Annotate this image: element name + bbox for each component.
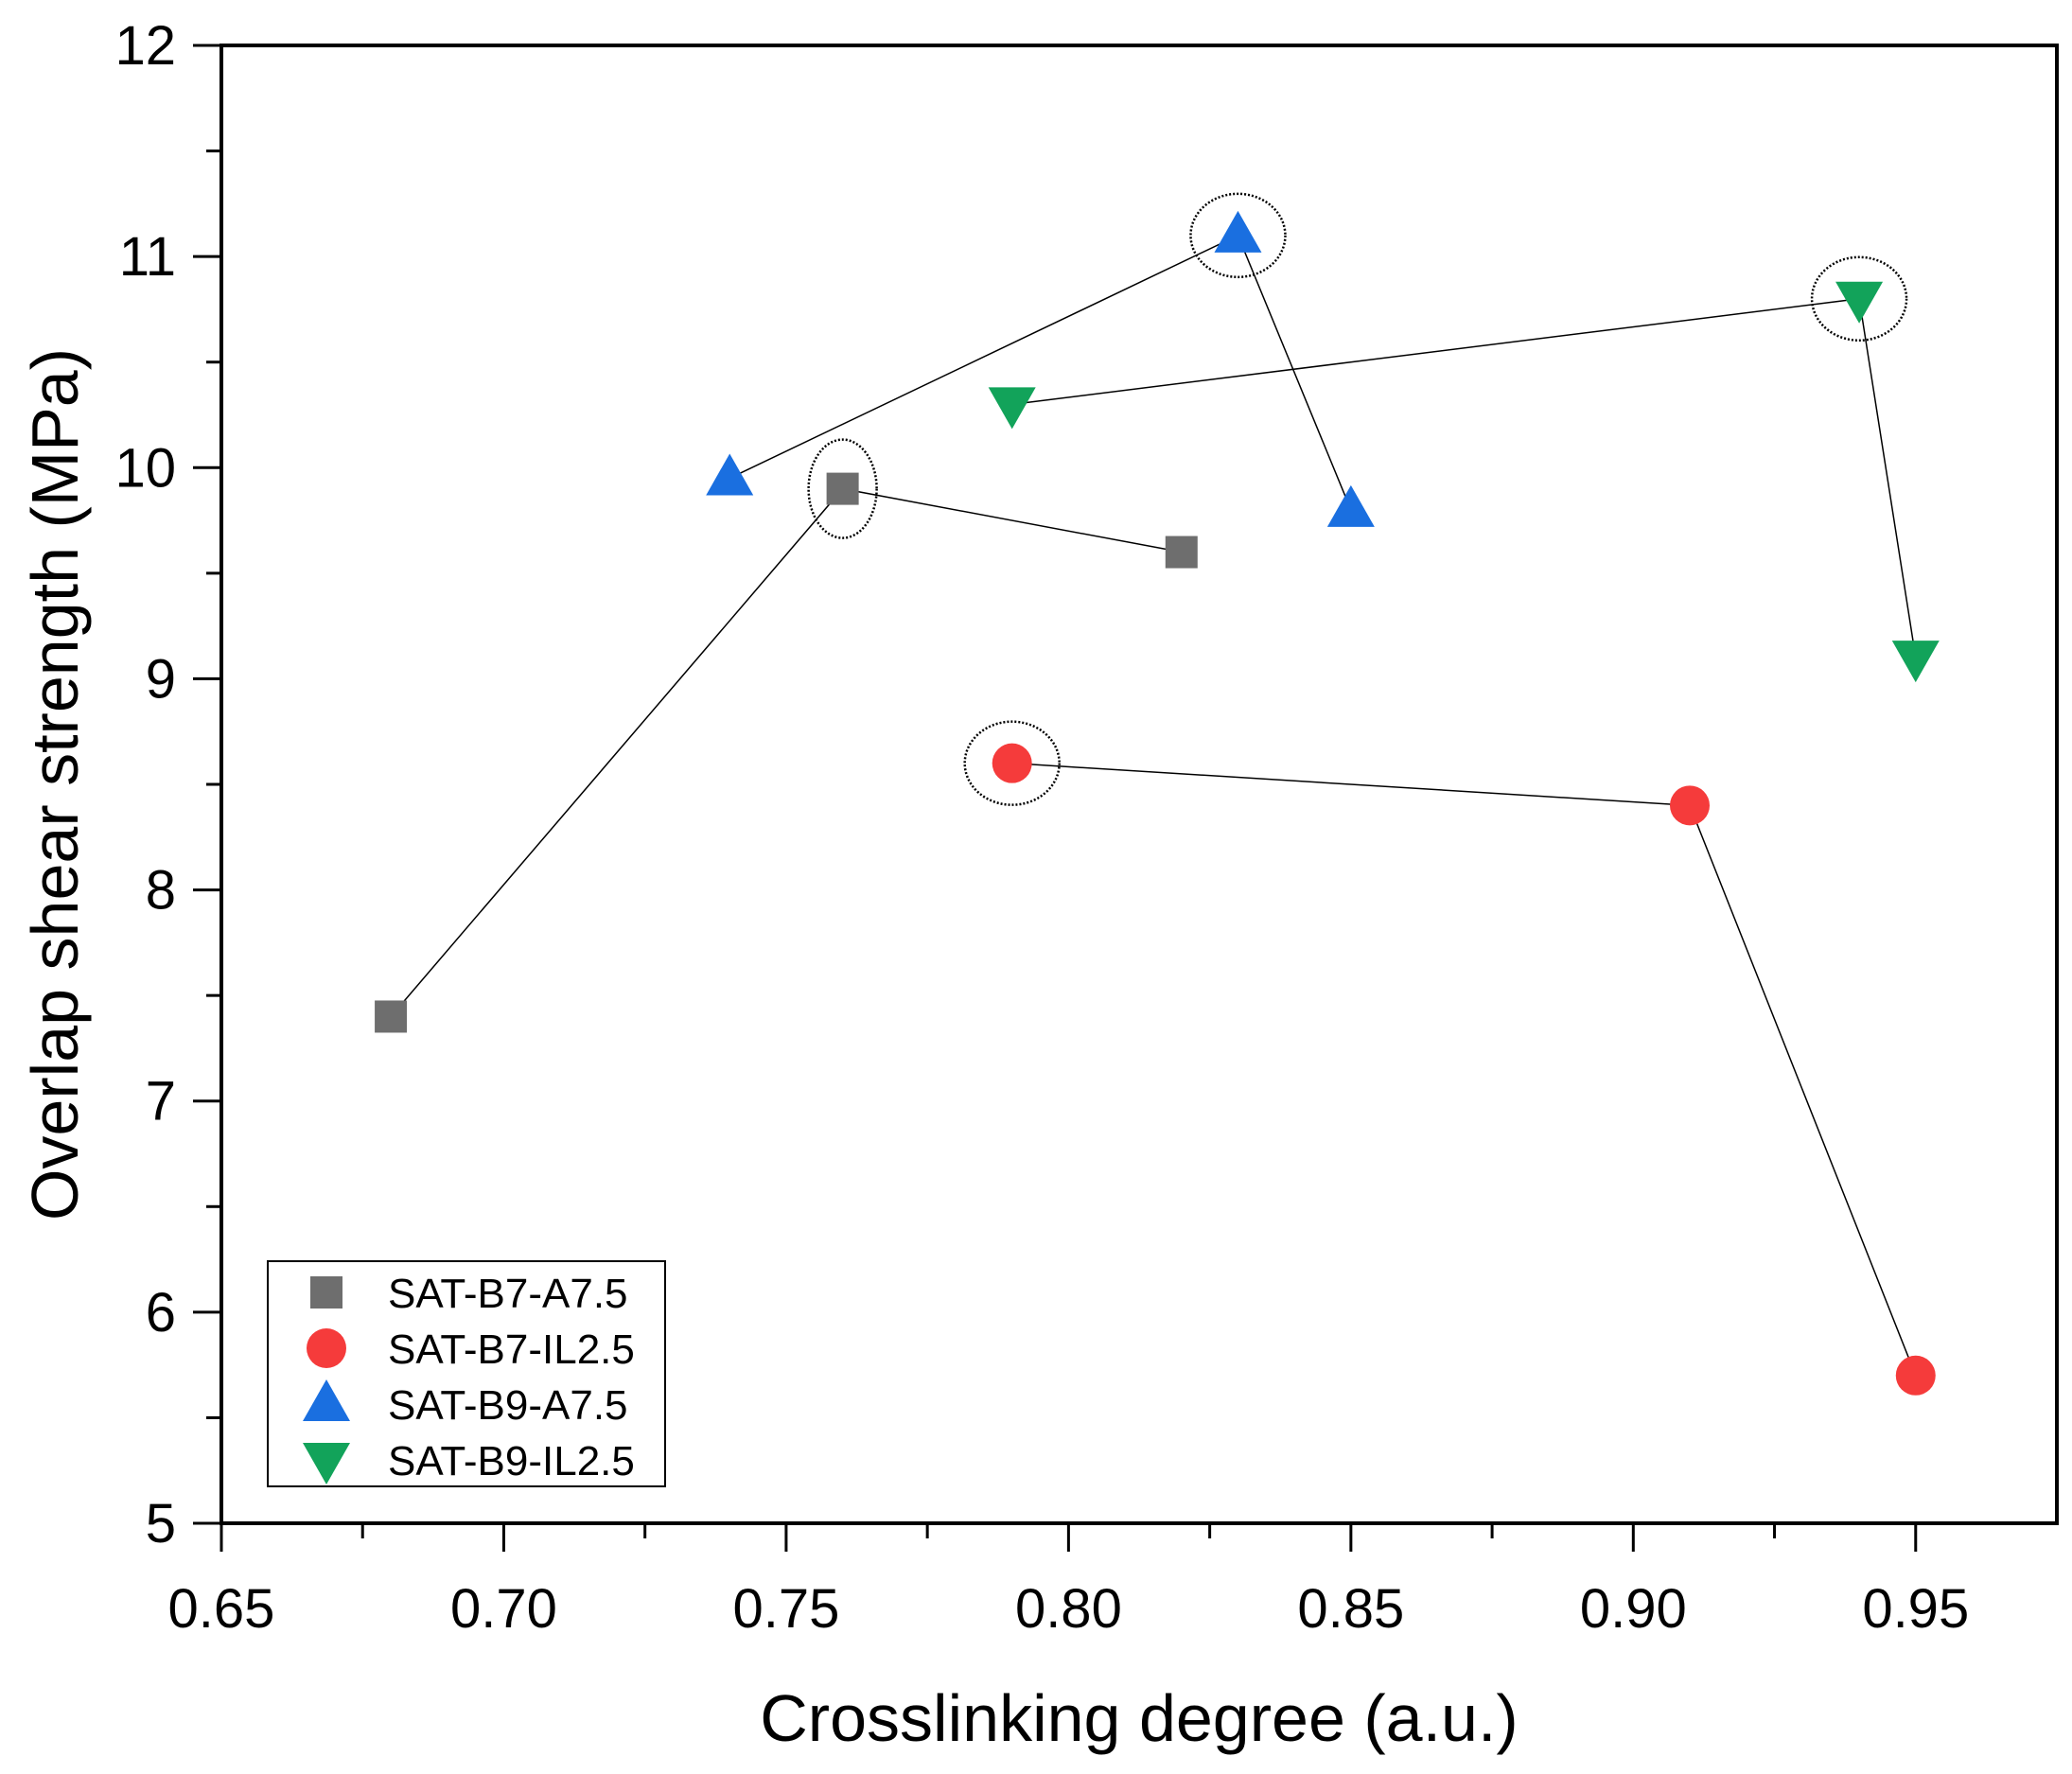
highlight-rings xyxy=(807,192,1908,806)
y-tick-label: 12 xyxy=(114,15,176,77)
legend-label: SAT-B7-IL2.5 xyxy=(388,1326,635,1373)
data-point xyxy=(1670,785,1710,826)
data-points xyxy=(375,210,1940,1396)
y-tick-label: 5 xyxy=(146,1493,176,1554)
data-point xyxy=(1326,484,1375,527)
data-point xyxy=(992,743,1032,783)
series-connector xyxy=(1011,297,1917,659)
data-point xyxy=(988,387,1036,430)
data-point xyxy=(375,1000,408,1033)
highlight-ring xyxy=(807,438,878,539)
series-connector xyxy=(1011,762,1917,1377)
data-point xyxy=(1891,641,1940,683)
series-connector xyxy=(729,234,1352,511)
x-tick-label: 0.90 xyxy=(1580,1578,1687,1640)
legend-label: SAT-B7-A7.5 xyxy=(388,1271,628,1317)
x-tick-label: 0.75 xyxy=(732,1578,839,1640)
series-connector xyxy=(390,487,1182,1017)
highlight-ring xyxy=(1189,192,1287,279)
data-point xyxy=(1895,1355,1936,1396)
legend-label: SAT-B9-A7.5 xyxy=(388,1382,628,1429)
axis-tick-labels: 0.65 0.70 0.75 0.80 0.85 0.90 0.95 5 6 7 8 9 10 11 12 xyxy=(114,15,1969,1640)
legend: SAT-B7-A7.5 SAT-B7-IL2.5 SAT-B9-A7.5 SAT-B9… xyxy=(267,1260,666,1487)
y-tick-label: 6 xyxy=(146,1282,176,1344)
y-axis-title: Overlap shear strength (MPa) xyxy=(18,348,92,1221)
data-point xyxy=(706,453,754,496)
legend-marker xyxy=(303,1379,350,1421)
data-point xyxy=(1165,536,1198,569)
y-tick-label: 11 xyxy=(119,226,176,288)
highlight-ring xyxy=(963,720,1061,806)
legend-marker xyxy=(303,1443,350,1484)
x-tick-label: 0.95 xyxy=(1862,1578,1969,1640)
y-tick-label: 8 xyxy=(146,860,176,922)
data-point xyxy=(1835,281,1884,324)
x-tick-label: 0.85 xyxy=(1297,1578,1404,1640)
data-point xyxy=(1214,210,1262,253)
x-tick-label: 0.80 xyxy=(1015,1578,1122,1640)
legend-marker xyxy=(310,1276,342,1309)
legend-label: SAT-B9-IL2.5 xyxy=(388,1438,635,1484)
y-tick-label: 10 xyxy=(114,437,176,499)
x-tick-label: 0.70 xyxy=(450,1578,557,1640)
x-tick-label: 0.65 xyxy=(168,1578,275,1640)
x-axis-title: Crosslinking degree (a.u.) xyxy=(760,1681,1518,1755)
legend-marker xyxy=(307,1328,346,1368)
y-tick-label: 9 xyxy=(146,648,176,710)
highlight-ring xyxy=(1810,255,1908,343)
data-point xyxy=(826,472,859,505)
axis-ticks xyxy=(193,44,1918,1552)
y-tick-label: 7 xyxy=(146,1071,176,1133)
